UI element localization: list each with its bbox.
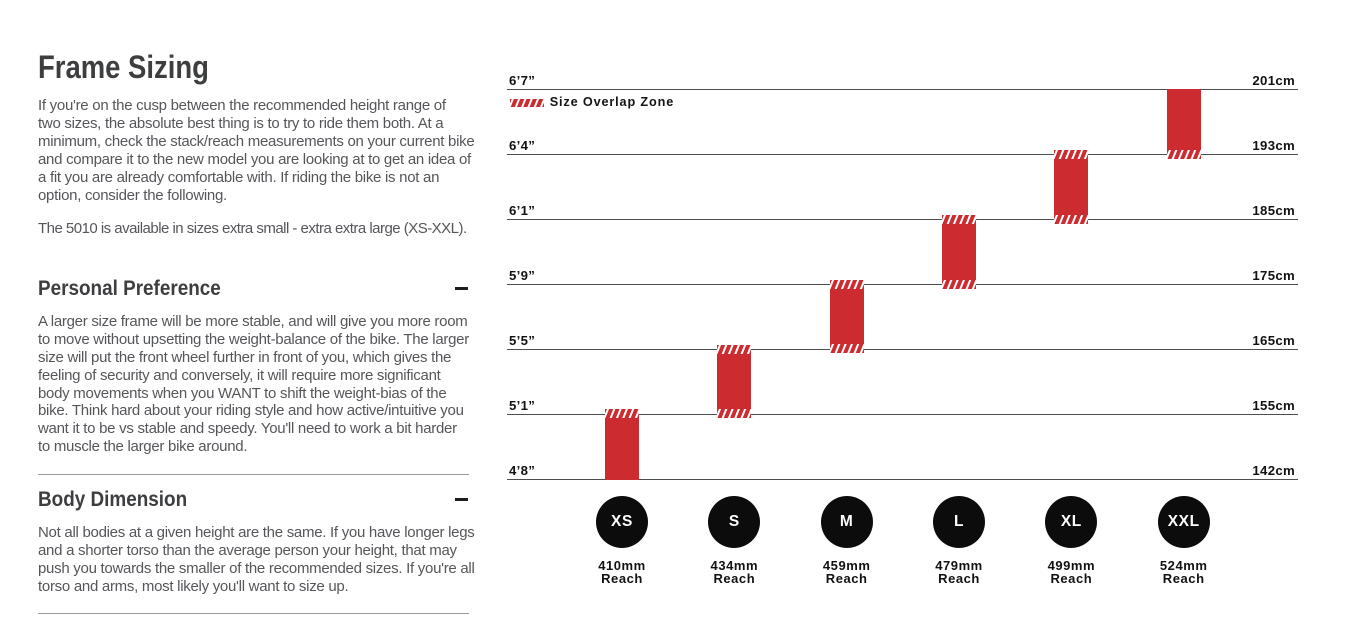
height-label-cm: 142cm bbox=[1252, 462, 1295, 478]
height-label-cm: 201cm bbox=[1252, 73, 1295, 89]
section-divider bbox=[38, 474, 469, 475]
overlap-hatch-top bbox=[942, 214, 977, 224]
height-label-cm: 165cm bbox=[1252, 333, 1295, 348]
reach-label-s: 434mm Reach bbox=[710, 557, 759, 587]
size-badge-xs: XS bbox=[596, 495, 648, 548]
height-gridline bbox=[507, 154, 1298, 156]
height-label-cm: 155cm bbox=[1252, 397, 1295, 413]
height-gridline bbox=[507, 478, 1298, 480]
overlap-hatch-top bbox=[829, 279, 864, 289]
size-range-bar-m bbox=[829, 279, 864, 354]
height-gridline bbox=[507, 89, 1298, 91]
height-label-cm: 193cm bbox=[1252, 138, 1295, 154]
overlap-hatch-top bbox=[1054, 149, 1089, 159]
overlap-hatch-top bbox=[605, 409, 639, 419]
height-label-ft: 5’1” bbox=[509, 397, 536, 413]
size-range-bar-xl bbox=[1054, 149, 1089, 224]
collapse-minus-icon[interactable] bbox=[455, 287, 468, 291]
reach-label-xs: 410mm Reach bbox=[598, 557, 646, 587]
size-range-bar-s bbox=[717, 344, 752, 419]
intro-paragraph-2: The 5010 is available in sizes extra sma… bbox=[38, 220, 467, 238]
section-body-personal-preference: A larger size frame will be more stable,… bbox=[38, 312, 469, 456]
size-range-bar-solid bbox=[1054, 158, 1089, 215]
reach-label-xl: 499mm Reach bbox=[1047, 557, 1096, 587]
height-gridline bbox=[507, 284, 1298, 286]
size-badge-s: S bbox=[708, 495, 761, 548]
height-gridline bbox=[507, 219, 1298, 221]
size-range-bar-solid bbox=[942, 223, 977, 280]
height-label-cm: 185cm bbox=[1252, 203, 1295, 219]
size-range-bar-xs bbox=[605, 409, 639, 480]
size-badge-l: L bbox=[933, 495, 986, 548]
page-title: Frame Sizing bbox=[38, 49, 209, 85]
overlap-hatch-top bbox=[717, 344, 752, 354]
overlap-hatch-bottom bbox=[1166, 149, 1201, 159]
section-divider bbox=[38, 613, 469, 614]
section-body-body-dimension: Not all bodies at a given height are the… bbox=[38, 523, 475, 595]
size-range-bar-solid bbox=[717, 353, 752, 410]
overlap-hatch-bottom bbox=[829, 344, 864, 354]
size-badge-m: M bbox=[820, 495, 873, 548]
reach-label-l: 479mm Reach bbox=[935, 557, 983, 587]
size-range-bar-xxl bbox=[1166, 89, 1201, 159]
height-label-ft: 5’9” bbox=[509, 268, 536, 284]
section-title-personal-preference[interactable]: Personal Preference bbox=[38, 276, 221, 300]
height-label-ft: 6’4” bbox=[509, 138, 536, 154]
height-gridline bbox=[507, 349, 1298, 350]
height-gridline bbox=[507, 413, 1298, 415]
overlap-hatch-bottom bbox=[1054, 214, 1089, 224]
size-badge-xxl: XXL bbox=[1157, 495, 1210, 548]
size-range-bar-solid bbox=[605, 418, 639, 480]
collapse-minus-icon[interactable] bbox=[455, 497, 468, 501]
size-badge-xl: XL bbox=[1045, 495, 1098, 548]
reach-label-m: 459mm Reach bbox=[822, 557, 871, 587]
overlap-hatch-bottom bbox=[942, 279, 977, 289]
section-title-body-dimension[interactable]: Body Dimension bbox=[38, 487, 188, 511]
size-range-bar-solid bbox=[1166, 89, 1201, 150]
height-label-ft: 6’7” bbox=[509, 73, 536, 89]
size-range-bar-l bbox=[942, 214, 977, 289]
reach-label-xxl: 524mm Reach bbox=[1159, 557, 1208, 587]
size-range-bar-solid bbox=[829, 288, 864, 345]
legend-label: Size Overlap Zone bbox=[549, 95, 675, 110]
height-label-cm: 175cm bbox=[1252, 268, 1295, 284]
height-label-ft: 6’1” bbox=[509, 203, 536, 219]
frame-sizing-panel: Frame Sizing If you're on the cusp betwe… bbox=[38, 0, 475, 644]
height-label-ft: 5’5” bbox=[509, 333, 536, 348]
frame-size-chart: 6’7” 201cm 6’4” 193cm 6’1” 185cm 5’9” 175cm 5’5”… bbox=[507, 0, 1298, 644]
height-label-ft: 4’8” bbox=[509, 462, 536, 478]
size-overlap-swatch-icon bbox=[509, 99, 544, 108]
overlap-hatch-bottom bbox=[717, 409, 752, 419]
intro-paragraph-1: If you're on the cusp between the recomm… bbox=[38, 97, 475, 204]
